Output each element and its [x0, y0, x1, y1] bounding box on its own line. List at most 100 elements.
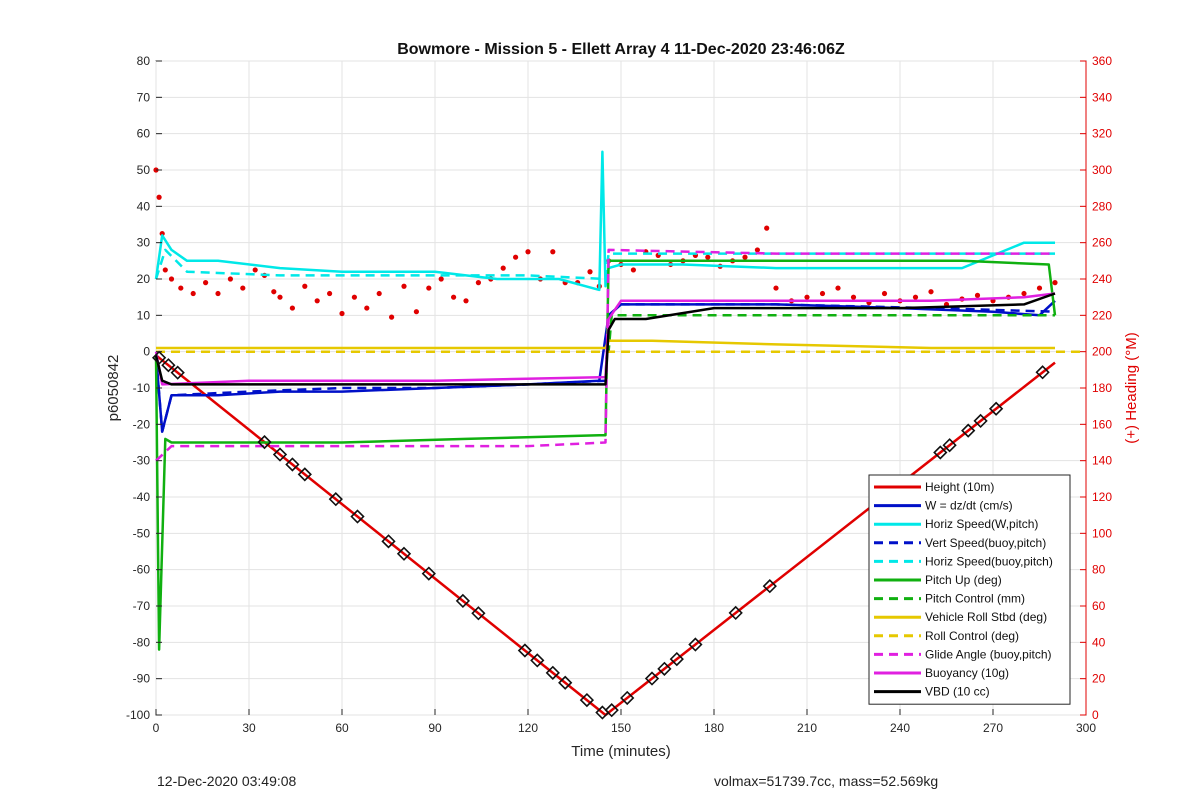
height-marker	[620, 690, 635, 706]
axes: 0 30 60 90 120 150 180 210 240 270 300807060504030…	[126, 54, 1112, 735]
heading-point	[451, 294, 457, 300]
series-line	[155, 248, 1055, 462]
heading-point	[742, 254, 748, 260]
y-tick-label-left: 50	[137, 163, 151, 177]
heading-point	[227, 276, 233, 282]
x-tick-label: 90	[428, 721, 442, 735]
y-tick-label-left: 10	[137, 308, 151, 322]
height-marker	[579, 692, 595, 708]
legend-label: Pitch Control (mm)	[925, 592, 1025, 606]
x-axis-label: Time (minutes)	[571, 743, 670, 760]
y-tick-label-left: -30	[133, 454, 151, 468]
heading-point	[351, 294, 357, 300]
height-marker	[517, 643, 533, 658]
y-axis-label-right: (+) Heading (°M)	[1123, 332, 1140, 443]
y-tick-label-right: 200	[1092, 345, 1112, 359]
height-marker	[1035, 365, 1050, 380]
height-marker	[381, 534, 396, 549]
y-tick-label-left: 70	[137, 90, 151, 104]
footer-stats: volmax=51739.7cc, mass=52.569kg	[714, 773, 939, 789]
height-marker	[455, 593, 471, 609]
y-tick-label-right: 180	[1092, 381, 1112, 395]
heading-point	[426, 285, 432, 291]
y-tick-label-right: 140	[1092, 454, 1112, 468]
heading-point	[500, 265, 506, 271]
y-tick-label-right: 280	[1092, 199, 1112, 213]
x-tick-label: 300	[1076, 721, 1096, 735]
heading-point	[463, 298, 469, 304]
heading-point	[314, 298, 320, 304]
height-marker	[396, 546, 412, 561]
y-tick-label-right: 120	[1092, 490, 1112, 504]
height-marker	[961, 423, 976, 438]
heading-point	[364, 305, 370, 311]
heading-point	[277, 294, 283, 300]
y-tick-label-right: 340	[1092, 90, 1112, 104]
x-tick-label: 30	[242, 721, 256, 735]
y-tick-label-right: 160	[1092, 417, 1112, 431]
height-marker	[471, 606, 486, 621]
x-tick-label: 60	[335, 721, 349, 735]
height-marker	[272, 447, 288, 462]
legend-label: Vehicle Roll Stbd (deg)	[925, 610, 1047, 624]
heading-point	[162, 267, 168, 273]
y-tick-label-left: -80	[133, 635, 151, 649]
heading-point	[240, 285, 246, 291]
series-layer	[151, 150, 1086, 720]
heading-point	[513, 254, 519, 260]
heading-point	[754, 247, 761, 253]
height-marker	[988, 401, 1004, 416]
heading-point	[850, 294, 857, 300]
height-marker	[545, 665, 560, 680]
y-tick-label-left: -70	[133, 599, 151, 613]
heading-point	[974, 292, 981, 298]
y-tick-label-left: -10	[133, 381, 151, 395]
x-tick-label: 240	[890, 721, 910, 735]
legend-label: Horiz Speed(buoy,pitch)	[925, 554, 1053, 568]
height-marker	[161, 358, 176, 373]
height-marker	[558, 675, 573, 690]
y-tick-label-left: -100	[126, 708, 150, 722]
heading-point	[705, 254, 711, 260]
heading-point	[438, 276, 444, 282]
heading-point	[389, 314, 395, 320]
height-marker	[297, 467, 312, 482]
y-tick-label-left: 40	[137, 199, 151, 213]
heading-point	[804, 294, 810, 300]
heading-point	[1052, 280, 1058, 286]
y-tick-label-left: -60	[133, 563, 151, 577]
heading-point	[912, 294, 919, 300]
height-marker	[762, 579, 777, 594]
legend-label: Buoyancy (10g)	[925, 666, 1009, 680]
x-tick-label: 270	[983, 721, 1003, 735]
series-line	[154, 150, 1055, 292]
heading-point	[475, 280, 481, 286]
height-marker	[151, 350, 167, 365]
height-marker	[285, 457, 300, 472]
legend: Height (10m) W = dz/dt (cm/s) Horiz Speed(…	[868, 474, 1071, 705]
x-tick-label: 210	[797, 721, 817, 735]
heading-point	[156, 194, 162, 200]
height-marker	[421, 566, 436, 581]
heading-point	[773, 285, 779, 291]
x-tick-label: 0	[153, 721, 160, 735]
y-tick-label-right: 0	[1092, 708, 1099, 722]
heading-point	[376, 290, 382, 297]
heading-point	[289, 305, 295, 311]
y-tick-label-right: 320	[1092, 127, 1112, 141]
y-tick-label-right: 60	[1092, 599, 1106, 613]
heading-point	[550, 249, 556, 255]
height-marker	[604, 703, 619, 718]
series-line	[154, 259, 1057, 651]
heading-point	[339, 310, 345, 317]
legend-box	[868, 474, 1071, 705]
footer-date: 12-Dec-2020 03:49:08	[157, 773, 297, 789]
heading-point	[835, 285, 841, 291]
height-marker	[530, 653, 545, 668]
y-tick-label-left: -20	[133, 417, 151, 431]
heading-point	[413, 309, 419, 315]
heading-point	[587, 269, 593, 275]
heading-point	[1036, 285, 1043, 291]
y-tick-label-right: 220	[1092, 308, 1112, 322]
